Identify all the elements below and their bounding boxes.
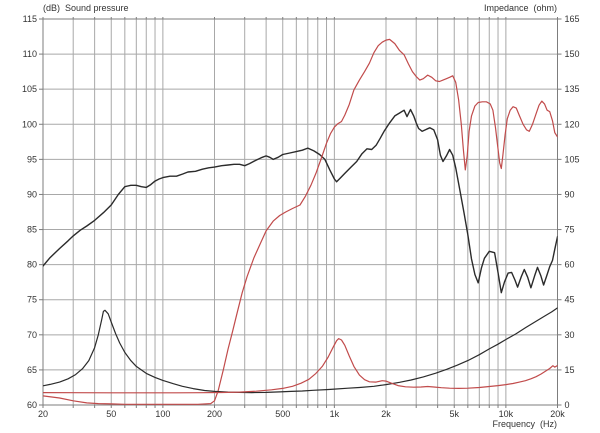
x-tick-label: 200 (207, 409, 222, 419)
y-left-tick-label: 65 (27, 365, 37, 375)
x-tick-label: 20k (550, 409, 565, 419)
y-right-tick-label: 60 (565, 260, 575, 270)
y-left-tick-label: 110 (23, 49, 37, 59)
y-left-tick-label: 105 (22, 84, 37, 94)
y-right-tick-label: 135 (565, 84, 580, 94)
y-left-tick-label: 75 (27, 295, 37, 305)
impedance-black-curve (43, 307, 558, 394)
sound-pressure-red-curve (43, 38, 558, 405)
y-left-tick-label: 85 (27, 225, 37, 235)
y-right-tick-label: 30 (565, 330, 575, 340)
left-axis-title: (dB) Sound pressure (43, 3, 129, 13)
x-tick-label: 100 (155, 409, 170, 419)
x-axis-title: Frequency (Hz) (492, 419, 557, 429)
x-tick-label: 1k (330, 409, 340, 419)
y-right-tick-label: 15 (565, 365, 575, 375)
right-axis-title: Impedance (ohm) (483, 3, 557, 13)
y-right-tick-label: 105 (565, 154, 580, 164)
plot-frame (42, 18, 558, 406)
y-left-tick-label: 95 (27, 154, 37, 164)
y-left-tick-label: 60 (27, 400, 37, 410)
impedance-red-curve (43, 338, 558, 394)
y-right-tick-label: 75 (565, 225, 575, 235)
y-left-tick-label: 90 (27, 189, 37, 199)
y-left-tick-label: 70 (27, 330, 37, 340)
y-left-tick-label: 100 (22, 119, 37, 129)
x-tick-label: 10k (499, 409, 514, 419)
x-tick-label: 5k (449, 409, 459, 419)
x-tick-label: 2k (381, 409, 391, 419)
y-right-tick-label: 0 (565, 400, 570, 410)
y-right-tick-label: 120 (565, 119, 580, 129)
y-right-tick-label: 45 (565, 295, 575, 305)
y-right-tick-label: 90 (565, 189, 575, 199)
x-tick-label: 50 (106, 409, 116, 419)
x-tick-label: 20 (38, 409, 48, 419)
y-left-tick-label: 115 (23, 14, 37, 24)
y-right-tick-label: 150 (565, 49, 580, 59)
x-tick-label: 500 (275, 409, 290, 419)
y-left-tick-label: 80 (27, 260, 37, 270)
y-right-tick-label: 165 (565, 14, 580, 24)
sound-pressure-black-curve (43, 108, 558, 294)
